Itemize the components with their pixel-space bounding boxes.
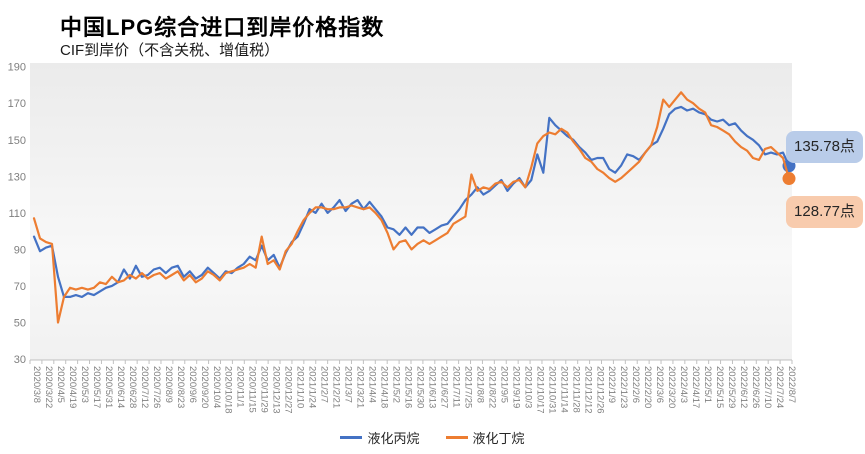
chart-title: 中国LPG综合进口到岸价格指数 [60,15,385,40]
x-axis-label: 2021/8/8 [474,366,485,403]
y-axis-label: 110 [8,208,26,220]
y-axis-label: 90 [14,244,26,256]
x-axis-label: 2021/2/21 [331,366,342,408]
butane-line [32,91,791,324]
x-axis-label: 2022/1/9 [606,366,617,403]
plot-background [30,63,792,360]
x-axis-label: 2021/11/14 [558,366,569,413]
x-axis-label: 2020/7/26 [151,366,162,408]
x-axis-label: 2021/8/22 [486,366,497,408]
x-axis-label: 2021/6/27 [438,366,449,408]
x-axis-label: 2020/4/19 [67,366,78,408]
x-axis-label: 2022/4/3 [678,366,689,403]
x-axis-label: 2020/3/8 [31,366,42,403]
x-axis-label: 2022/5/1 [702,366,713,403]
x-axis-label: 2021/12/26 [594,366,605,414]
x-axis-label: 2020/9/20 [199,366,210,408]
x-axis-label: 2022/6/12 [738,366,749,408]
legend-item-propane: 液化丙烷 [340,428,420,447]
x-axis-label: 2020/8/9 [163,366,174,403]
x-axis-label: 2021/10/31 [546,366,557,414]
y-axis-label: 130 [8,171,26,183]
propane-value-callout: 135.78点 [786,131,863,163]
x-axis-label: 2020/12/27 [283,366,294,414]
x-axis-label: 2022/3/20 [666,366,677,408]
x-axis-label: 2022/7/10 [762,366,773,408]
x-axis-label: 2021/10/3 [522,366,533,408]
x-axis-label: 2022/1/23 [618,366,629,408]
x-axis-label: 2022/6/26 [750,366,761,408]
butane-line-swatch [445,436,468,439]
x-axis-label: 2021/5/2 [391,366,402,403]
x-axis-label: 2020/5/3 [79,366,90,403]
y-axis-label: 50 [14,317,26,329]
y-axis-label: 70 [14,281,26,293]
x-axis-label: 2022/3/6 [654,366,665,403]
x-axis-label: 2022/2/20 [642,366,653,408]
x-axis-label: 2021/1/24 [307,366,318,408]
x-axis-label: 2022/2/6 [630,366,641,403]
x-axis-label: 2020/11/29 [259,366,270,413]
propane-line [32,105,791,298]
x-axis-label: 2021/6/13 [426,366,437,408]
x-axis-label: 2021/7/25 [462,366,473,408]
x-axis-label: 2020/3/22 [43,366,54,408]
x-axis-label: 2021/11/28 [570,366,581,413]
x-axis-label: 2021/10/17 [534,366,545,414]
x-axis-label: 2021/9/5 [498,366,509,403]
x-axis-label: 2020/12/13 [271,366,282,414]
x-axis-label: 2021/4/4 [367,366,378,403]
x-axis-label: 2021/7/11 [450,366,461,408]
legend: 液化丙烷 液化丁烷 [0,428,865,447]
x-axis-label: 2020/9/6 [187,366,198,403]
x-axis-label: 2021/1/10 [295,366,306,408]
x-axis-label: 2021/4/18 [379,366,390,408]
x-axis-label: 2020/6/28 [127,366,138,408]
y-axis-label: 170 [8,98,26,110]
legend-label-propane: 液化丙烷 [367,431,420,446]
legend-label-butane: 液化丁烷 [472,431,525,446]
x-axis-label: 2021/12/12 [582,366,593,414]
x-axis-label: 2020/7/12 [139,366,150,408]
x-axis-label: 2021/5/16 [403,366,414,408]
x-axis-label: 2020/5/17 [91,366,102,408]
butane-value-callout: 128.77点 [786,196,863,228]
x-axis-label: 2022/4/17 [690,366,701,408]
x-axis-label: 2021/3/21 [355,366,366,408]
x-axis-label: 2021/2/7 [319,366,330,403]
x-axis-label: 2022/5/15 [714,366,725,408]
chart-subtitle: CIF到岸价（不含关税、增值税） [60,42,280,59]
x-axis-label: 2021/9/19 [510,366,521,408]
legend-item-butane: 液化丁烷 [445,428,525,447]
y-axis-label: 190 [8,62,26,74]
x-axis-label: 2020/8/23 [175,366,186,408]
butane-end-dot [782,172,796,186]
x-axis-label: 2020/5/31 [103,366,114,408]
x-axis-label: 2022/8/7 [786,366,797,403]
propane-line-swatch [340,436,363,439]
x-axis-label: 2021/5/30 [414,366,425,408]
x-axis-label: 2022/7/24 [774,366,785,408]
x-axis-label: 2020/4/5 [55,366,66,403]
x-axis-label: 2022/5/29 [726,366,737,408]
x-axis-label: 2020/6/14 [115,366,126,408]
x-axis-label: 2021/3/7 [343,366,354,403]
x-axis-label: 2020/10/4 [211,366,222,408]
x-axis-label: 2020/11/1 [235,366,246,408]
y-axis-label: 150 [8,135,26,147]
x-axis-label: 2020/11/15 [247,366,258,413]
y-axis-label: 30 [14,354,26,366]
x-axis-label: 2020/10/18 [223,366,234,414]
